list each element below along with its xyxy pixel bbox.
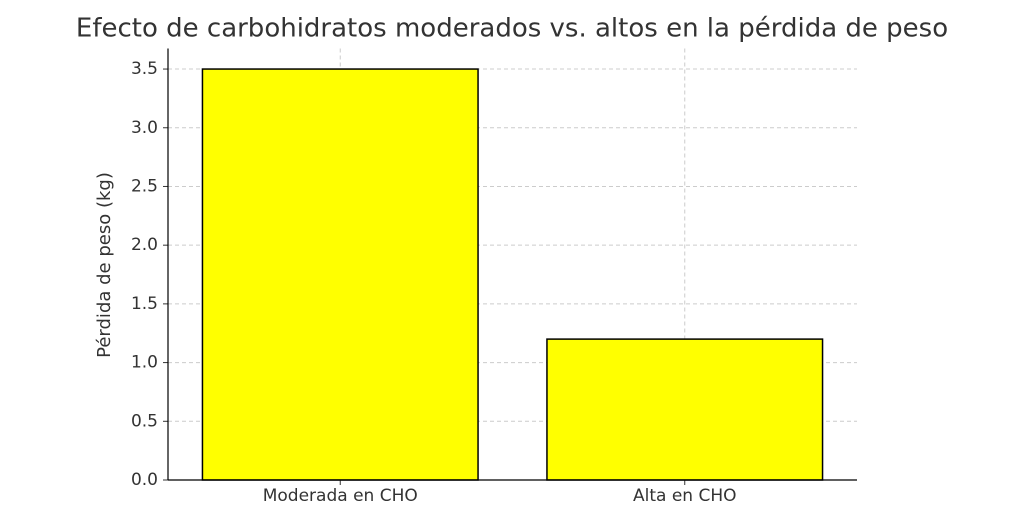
y-tick-label: 3.0 — [131, 118, 158, 138]
y-tick-label: 2.0 — [131, 235, 158, 255]
x-tick-label: Alta en CHO — [633, 486, 737, 506]
y-axis-label: Pérdida de peso (kg) — [94, 172, 115, 358]
y-tick-label: 0.0 — [131, 470, 158, 490]
y-tick-label: 0.5 — [131, 411, 158, 431]
bar — [201, 68, 479, 481]
y-tick-label: 1.5 — [131, 294, 158, 314]
y-tick-label: 2.5 — [131, 176, 158, 196]
x-tick-label: Moderada en CHO — [263, 486, 418, 506]
bar — [546, 338, 824, 481]
y-tick-label: 1.0 — [131, 353, 158, 373]
y-tick-label: 3.5 — [131, 59, 158, 79]
chart-title: Efecto de carbohidratos moderados vs. al… — [76, 14, 948, 44]
